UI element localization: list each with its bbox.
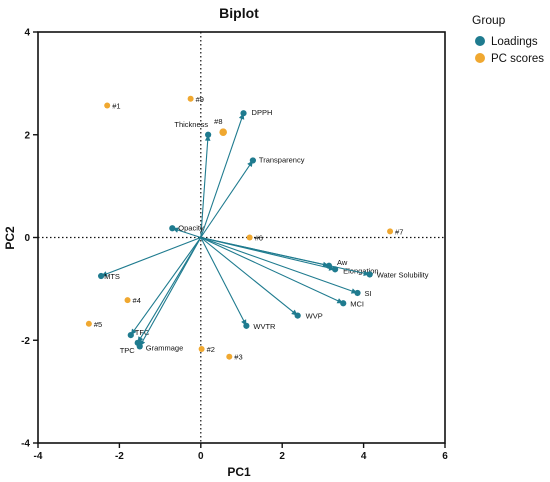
y-axis-label: PC2 <box>3 226 17 250</box>
loading-arrow-line <box>130 237 202 336</box>
y-tick-label: -2 <box>21 336 30 347</box>
score-point <box>246 234 253 241</box>
x-tick-label: 6 <box>442 451 448 462</box>
loading-label: Water Solubility <box>377 270 429 279</box>
loading-arrow-head <box>204 134 211 141</box>
y-tick-label: 0 <box>24 233 30 244</box>
score-label: #5 <box>94 320 102 329</box>
loading-arrow-line <box>200 236 370 276</box>
loading-label: SI <box>364 289 371 298</box>
loading-point <box>354 289 361 297</box>
loading-point <box>205 131 212 138</box>
loading-point <box>97 272 105 280</box>
score-point <box>187 95 194 102</box>
loading-label: TFC <box>135 328 150 337</box>
score-point <box>226 353 233 360</box>
loading-point <box>169 225 176 232</box>
x-tick-label: 4 <box>361 451 367 462</box>
legend-label: PC scores <box>491 53 544 65</box>
loading-point <box>243 322 250 329</box>
loading-arrow-line <box>200 160 254 238</box>
chart-title: Biplot <box>219 5 259 21</box>
score-label: #4 <box>133 296 141 305</box>
loading-label: Elongation <box>343 266 378 275</box>
loading-arrow-line <box>100 236 201 277</box>
loading-arrow-line <box>200 134 209 238</box>
loading-label: Transparency <box>259 155 305 164</box>
score-point <box>219 128 227 136</box>
x-tick-label: -2 <box>115 451 124 462</box>
loading-point <box>340 300 347 307</box>
loading-arrow-line <box>139 237 202 347</box>
loading-label: MCI <box>350 299 364 308</box>
score-label: #3 <box>234 353 242 362</box>
loading-arrow-line <box>137 237 202 344</box>
loading-label: WVTR <box>253 322 276 331</box>
loading-label: Thickness <box>174 120 208 129</box>
loading-point <box>249 157 256 164</box>
loading-label: Aw <box>337 258 348 267</box>
loading-arrow-line <box>200 237 344 304</box>
loading-label: WVP <box>306 312 323 321</box>
x-axis-label: PC1 <box>227 465 251 479</box>
loading-label: DPPH <box>252 108 273 117</box>
x-tick-label: -4 <box>34 451 43 462</box>
loading-arrow-line <box>200 236 358 294</box>
score-label: #6 <box>255 234 263 243</box>
loading-label: TPC <box>120 346 136 355</box>
score-label: #9 <box>196 95 204 104</box>
legend-marker <box>475 36 485 46</box>
y-tick-label: 2 <box>24 130 30 141</box>
loading-arrow-line <box>200 237 247 327</box>
legend: Group Loadings PC scores <box>472 13 544 65</box>
legend-label: Loadings <box>491 36 538 48</box>
score-label: #8 <box>214 117 222 126</box>
loading-point <box>136 343 143 350</box>
y-tick-label: 4 <box>24 28 30 39</box>
score-point <box>104 102 111 109</box>
score-point <box>387 228 394 235</box>
legend-marker <box>475 53 485 63</box>
loading-arrow-line <box>200 237 299 317</box>
score-label: #2 <box>207 345 215 354</box>
score-point <box>124 297 131 304</box>
x-tick-label: 2 <box>279 451 285 462</box>
loading-point <box>127 332 134 339</box>
y-tick-label: -4 <box>21 439 30 450</box>
loading-label: MTS <box>104 272 120 281</box>
loading-label: Grammage <box>146 343 184 352</box>
score-label: #1 <box>112 101 120 110</box>
score-point <box>198 345 205 352</box>
score-label: #7 <box>395 227 403 236</box>
legend-title: Group <box>472 13 506 27</box>
x-tick-label: 0 <box>198 451 204 462</box>
loading-label: Opacity <box>178 223 204 232</box>
plot-area: -4 -2 0 2 4 6 -4 -2 0 2 4 DPPH Thickness Transparency… <box>21 28 448 463</box>
loading-point <box>294 312 301 319</box>
score-point <box>85 320 92 327</box>
loading-point <box>240 110 247 117</box>
loading-point <box>366 271 373 278</box>
loading-arrow-line <box>200 112 245 238</box>
